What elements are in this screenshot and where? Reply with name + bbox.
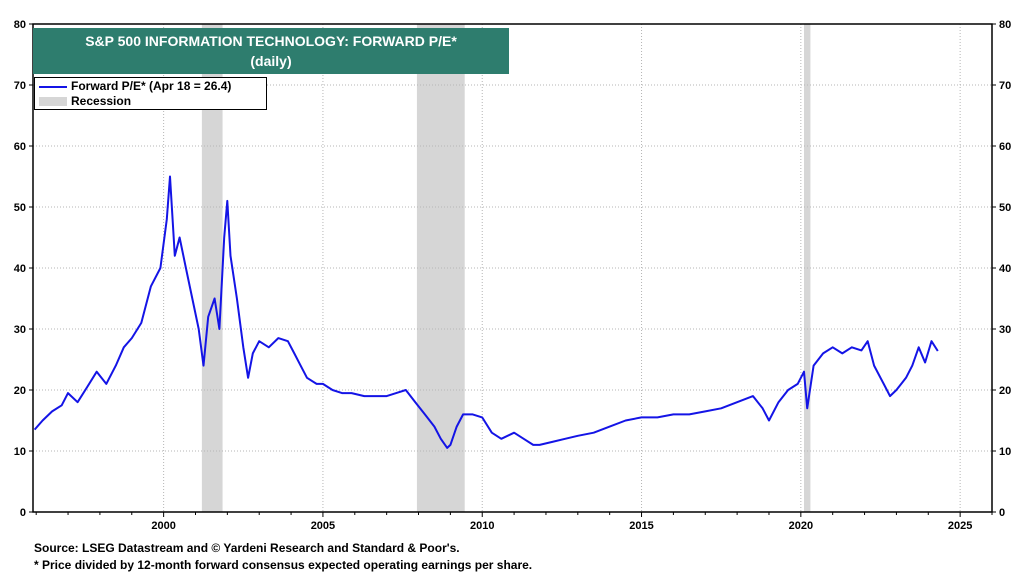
y-tick-label-left: 40 bbox=[14, 263, 26, 275]
footnote: * Price divided by 12-month forward cons… bbox=[34, 558, 533, 572]
chart-title: S&P 500 INFORMATION TECHNOLOGY: FORWARD … bbox=[85, 33, 457, 49]
y-tick-label-right: 30 bbox=[999, 324, 1011, 336]
chart-subtitle: (daily) bbox=[250, 53, 292, 69]
y-tick-label-right: 40 bbox=[999, 263, 1011, 275]
legend-line-swatch bbox=[39, 85, 67, 88]
legend-recession-label: Recession bbox=[71, 94, 132, 108]
y-tick-label-left: 80 bbox=[14, 19, 26, 31]
x-tick-label: 2005 bbox=[311, 520, 335, 532]
recession-shading bbox=[201, 24, 811, 512]
legend: Forward P/E* (Apr 18 = 26.4) Recession bbox=[34, 77, 267, 110]
legend-item-recession: Recession bbox=[39, 94, 131, 108]
y-tick-label-left: 60 bbox=[14, 141, 26, 153]
legend-recession-swatch bbox=[39, 97, 67, 107]
y-tick-label-right: 60 bbox=[999, 141, 1011, 153]
x-tick-label: 2025 bbox=[948, 520, 972, 532]
legend-line-label: Forward P/E* (Apr 18 = 26.4) bbox=[71, 79, 232, 93]
y-tick-label-left: 50 bbox=[14, 202, 26, 214]
y-tick-label-left: 70 bbox=[14, 80, 26, 92]
x-tick-label: 2010 bbox=[470, 520, 494, 532]
y-tick-label-right: 10 bbox=[999, 446, 1011, 458]
series-layer bbox=[33, 175, 939, 449]
y-tick-label-right: 50 bbox=[999, 202, 1011, 214]
gridlines bbox=[33, 24, 992, 512]
chart-title-box: S&P 500 INFORMATION TECHNOLOGY: FORWARD … bbox=[33, 28, 509, 74]
y-tick-label-left: 20 bbox=[14, 385, 26, 397]
y-tick-label-right: 80 bbox=[999, 19, 1011, 31]
x-tick-label: 2020 bbox=[789, 520, 813, 532]
source-note: Source: LSEG Datastream and © Yardeni Re… bbox=[34, 541, 460, 555]
y-tick-label-left: 10 bbox=[14, 446, 26, 458]
x-tick-label: 2000 bbox=[151, 520, 175, 532]
y-tick-label-right: 20 bbox=[999, 385, 1011, 397]
legend-item-forward-pe: Forward P/E* (Apr 18 = 26.4) bbox=[39, 79, 231, 93]
series-line-forward-pe bbox=[33, 175, 939, 449]
y-tick-label-right: 0 bbox=[999, 507, 1005, 519]
y-tick-label-right: 70 bbox=[999, 80, 1011, 92]
y-tick-label-left: 0 bbox=[20, 507, 26, 519]
x-tick-label: 2015 bbox=[629, 520, 653, 532]
y-tick-label-left: 30 bbox=[14, 324, 26, 336]
